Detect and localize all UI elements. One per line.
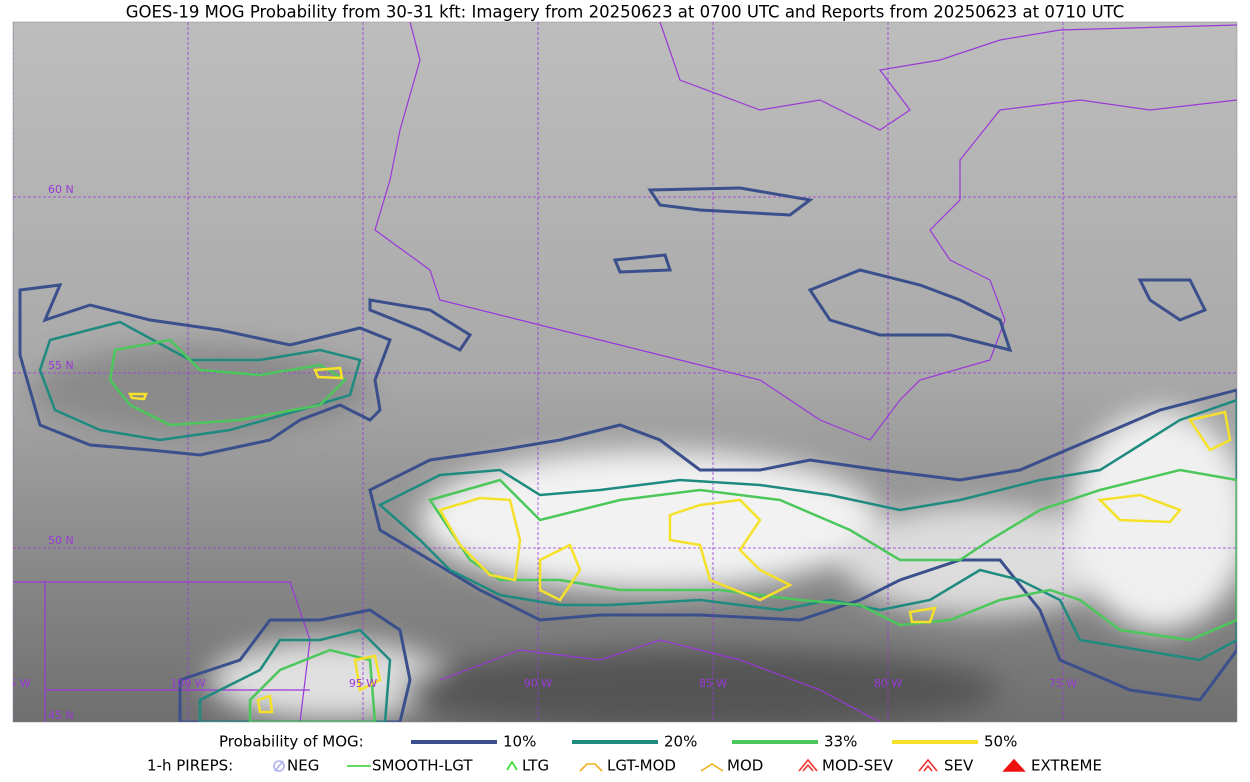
latitude-label: 50 N [48,534,74,547]
pirep-label: LGT-MOD [607,757,676,775]
latitude-label: 60 N [48,183,74,196]
pirep-symbol [798,758,818,772]
pirep-symbol [918,758,938,772]
pirep-symbol [700,763,724,772]
pirep-label: LTG [522,757,549,775]
pirep-label: MOD [727,757,763,775]
pirep-label: EXTREME [1031,757,1102,775]
probability-legend-title: Probability of MOG: [219,733,364,751]
pirep-symbol [579,763,603,772]
contours [18,186,1237,722]
longitude-label: 85 W [699,677,727,690]
legend: Probability of MOG: 10% 20% 33% 50% 1-h PIREP… [147,733,1102,775]
pireps-legend-title: 1-h PIREPS: [147,757,233,775]
pirep-symbol [273,760,285,772]
map-frame [12,21,1238,723]
probability-label: 20% [664,733,697,751]
longitude-label: 100 W [170,677,205,690]
pirep-symbol [506,760,518,771]
longitude-label: 80 W [874,677,902,690]
graticule-labels: 60 N 55 N 50 N 45 N 105 W 100 W 95 W 90 W 85 W 80… [0,183,1077,722]
pirep-label: SMOOTH-LGT [372,757,473,775]
longitude-label: 75 W [1049,677,1077,690]
map: 60 N 55 N 50 N 45 N 105 W 100 W 95 W 90 W 85 W 80… [0,22,1237,722]
title: GOES-19 MOG Probability from 30-31 kft: … [126,3,1125,22]
probability-label: 10% [503,733,536,751]
probability-label: 50% [984,733,1017,751]
graticule [13,22,1237,722]
pirep-symbol [1002,758,1026,772]
longitude-label: 95 W [349,677,377,690]
latitude-label: 55 N [48,359,74,372]
latitude-label: 45 N [48,709,74,722]
pirep-label: SEV [944,757,974,775]
longitude-label: 105 W [0,677,31,690]
pirep-label: MOD-SEV [822,757,894,775]
probability-label: 33% [824,733,857,751]
longitude-label: 90 W [524,677,552,690]
pirep-label: NEG [287,757,319,775]
coastlines [13,22,1237,722]
